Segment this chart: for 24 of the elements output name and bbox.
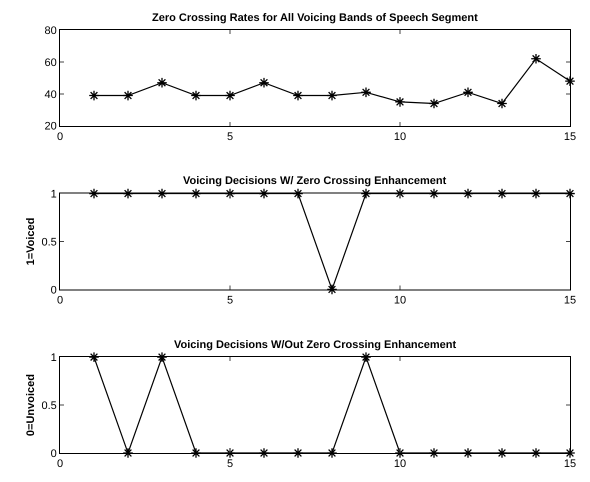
x-tick-label: 10 xyxy=(394,294,406,307)
y-axis-title: 1=Voiced xyxy=(25,218,38,266)
chart-title: Voicing Decisions W/ Zero Crossing Enhancement xyxy=(183,175,447,187)
y-tick-label: 0.5 xyxy=(42,236,57,248)
y-tick-label: 1 xyxy=(50,352,57,364)
y-axis-title: 0=Unvoiced xyxy=(25,374,38,436)
chart-title: Zero Crossing Rates for All Voicing Bands of Speech Segment xyxy=(152,12,478,24)
x-tick-label: 5 xyxy=(226,458,234,470)
y-tick-label: 0 xyxy=(50,284,57,296)
x-tick-label: 5 xyxy=(226,294,234,307)
x-tick-label: 15 xyxy=(564,131,576,144)
chart-title: Voicing Decisions W/Out Zero Crossing Enhancement xyxy=(174,339,457,351)
y-tick-label: 20 xyxy=(44,120,57,133)
x-tick-label: 15 xyxy=(564,458,576,470)
x-tick-label: 15 xyxy=(564,294,576,307)
y-tick-label: 0.5 xyxy=(42,400,57,412)
x-tick-label: 5 xyxy=(226,131,234,144)
y-tick-label: 1 xyxy=(50,188,57,200)
y-tick-label: 80 xyxy=(44,24,57,37)
x-tick-label: 10 xyxy=(394,458,406,470)
y-tick-label: 60 xyxy=(44,56,57,69)
y-tick-label: 40 xyxy=(44,88,57,101)
y-tick-label: 0 xyxy=(50,448,57,460)
x-tick-label: 10 xyxy=(394,131,406,144)
